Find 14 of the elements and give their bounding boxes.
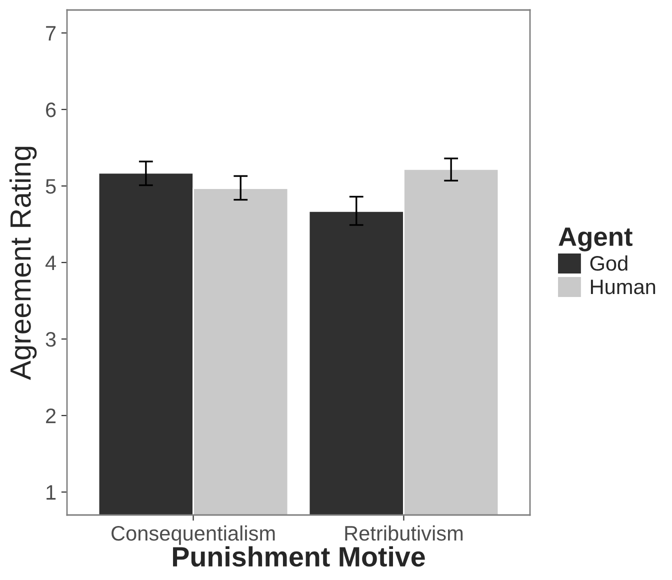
legend-label: God: [590, 255, 628, 271]
y-axis-title: Agreement Rating: [9, 146, 37, 380]
y-tick-label: 7: [46, 26, 56, 41]
y-tick-label: 6: [46, 102, 56, 118]
legend-label: Human: [590, 280, 656, 294]
y-tick-label: 2: [46, 408, 56, 424]
y-tick-label: 3: [46, 332, 56, 347]
y-tick-label: 1: [46, 485, 56, 500]
legend-title: Agent: [558, 228, 632, 252]
x-tick-label: Retributivism: [345, 525, 463, 541]
x-tick-label: Consequentialism: [112, 525, 275, 545]
x-axis-title: Punishment Motive: [173, 546, 425, 567]
y-tick-label: 5: [46, 179, 56, 194]
y-tick-label: 4: [45, 256, 56, 270]
